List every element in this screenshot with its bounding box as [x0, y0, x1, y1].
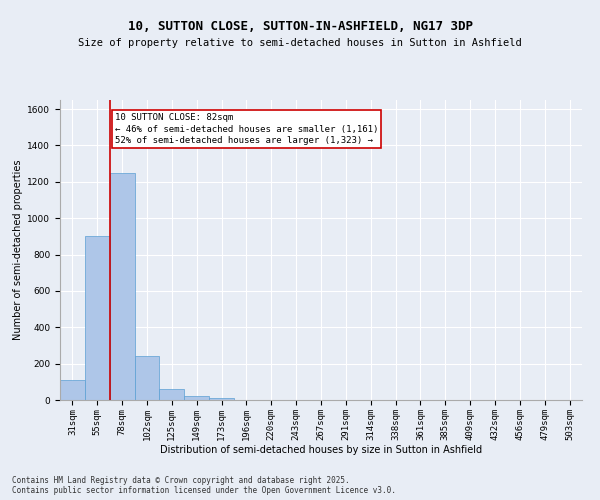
X-axis label: Distribution of semi-detached houses by size in Sutton in Ashfield: Distribution of semi-detached houses by … — [160, 446, 482, 456]
Text: Size of property relative to semi-detached houses in Sutton in Ashfield: Size of property relative to semi-detach… — [78, 38, 522, 48]
Bar — [110, 172, 134, 400]
Bar — [209, 398, 234, 400]
Text: 10 SUTTON CLOSE: 82sqm
← 46% of semi-detached houses are smaller (1,161)
52% of : 10 SUTTON CLOSE: 82sqm ← 46% of semi-det… — [115, 112, 378, 146]
Y-axis label: Number of semi-detached properties: Number of semi-detached properties — [13, 160, 23, 340]
Bar — [85, 236, 110, 400]
Bar — [60, 380, 85, 400]
Bar — [184, 396, 209, 400]
Text: Contains HM Land Registry data © Crown copyright and database right 2025.
Contai: Contains HM Land Registry data © Crown c… — [12, 476, 396, 495]
Bar — [134, 356, 160, 400]
Text: 10, SUTTON CLOSE, SUTTON-IN-ASHFIELD, NG17 3DP: 10, SUTTON CLOSE, SUTTON-IN-ASHFIELD, NG… — [128, 20, 473, 33]
Bar — [160, 389, 184, 400]
